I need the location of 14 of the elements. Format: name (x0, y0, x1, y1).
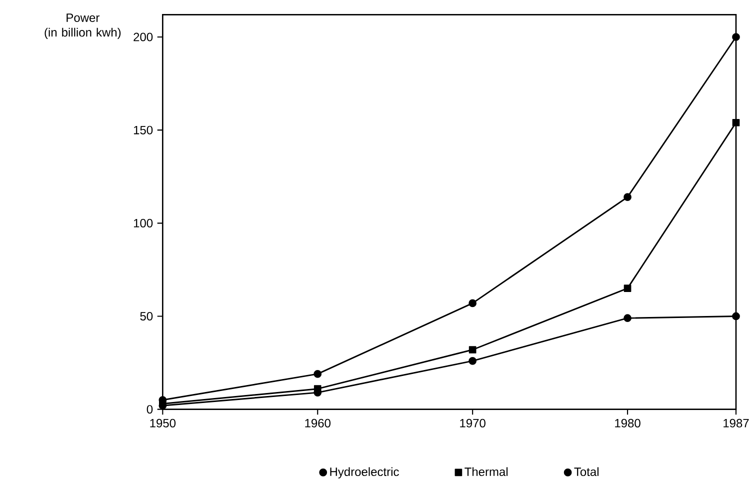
x-tick-label: 1987 (724, 418, 749, 428)
y-tick-label: 50 (140, 312, 153, 320)
x-tick-label: 1970 (460, 418, 486, 428)
x-tick-label: 1960 (305, 418, 330, 428)
y-tick-label: 200 (134, 32, 153, 42)
legend-label: Thermal (464, 467, 508, 476)
x-tick-label: 1980 (615, 418, 640, 428)
legend-label: Total (574, 467, 598, 476)
x-tick-label: 1950 (150, 418, 176, 428)
legend-label: Hydroelectric (330, 467, 399, 478)
y-tick-label: 150 (134, 126, 153, 134)
y-tick-label: 100 (134, 218, 153, 228)
y-axis-title: Power (in billion kwh) (44, 14, 121, 39)
y-tick-label: 0 (146, 405, 153, 414)
